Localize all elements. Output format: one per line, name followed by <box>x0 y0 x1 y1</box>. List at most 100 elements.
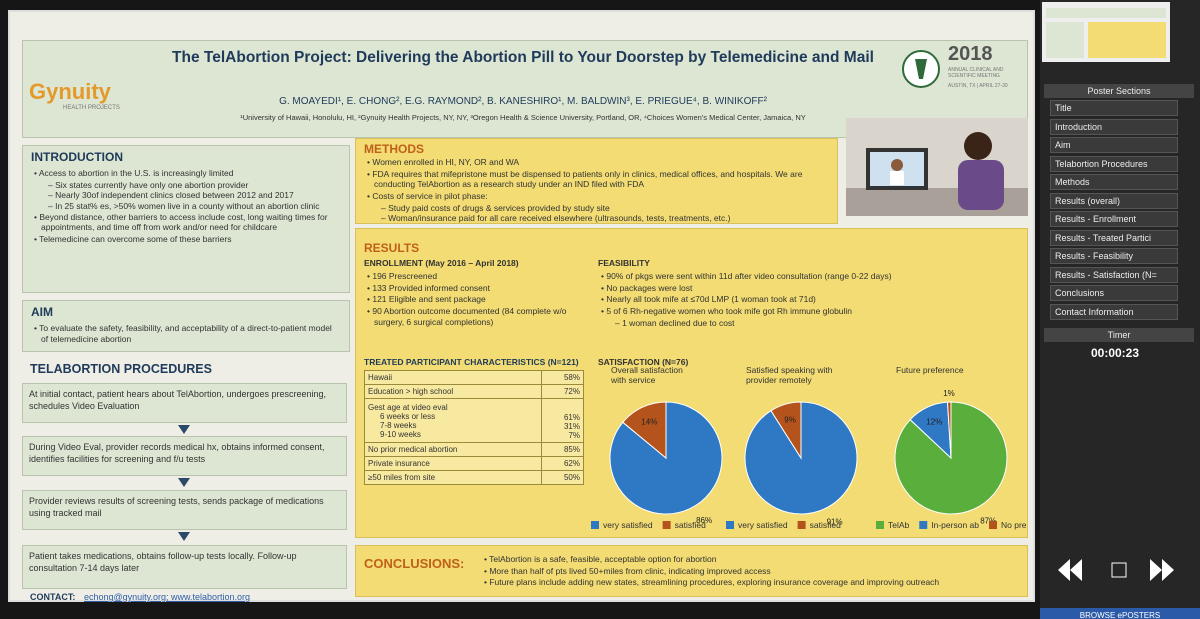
row-value: 62% <box>540 456 585 471</box>
sub-bullet: – Six states currently have only one abo… <box>48 179 249 190</box>
browse-button[interactable]: BROWSE ePOSTERS <box>1040 608 1200 619</box>
title-line: Satisfied speaking with <box>746 365 833 375</box>
row-value: 7% <box>568 431 580 440</box>
arrow <box>178 532 190 541</box>
row-label: 6 weeks or less <box>380 411 436 421</box>
row-label: Education > high school <box>364 384 542 399</box>
procedure-step: Patient takes medications, obtains follo… <box>22 545 347 589</box>
section-button[interactable]: Title <box>1050 100 1178 116</box>
bullet-list: • Women enrolled in HI, NY, OR and WA • F… <box>364 157 829 224</box>
row-label: 7-8 weeks <box>380 420 417 430</box>
legend-swatch <box>989 521 997 529</box>
table-row: Education > high school 72% <box>364 384 585 399</box>
bullet: • 121 Eligible and sent package <box>367 294 486 305</box>
value-label: 12% <box>926 418 942 427</box>
sub-bullet: – In 25 stat% es, >50% women live in a c… <box>48 200 320 211</box>
row-label: No prior medical abortion <box>364 442 542 457</box>
photo <box>846 118 1028 216</box>
section-heading: TELABORTION PROCEDURES <box>30 362 212 376</box>
contact-links[interactable]: echong@gynuity.org; www.telabortion.org <box>84 592 251 602</box>
bullet: • No packages were lost <box>601 282 693 293</box>
bullet-list: • TelAbortion is a safe, feasible, accep… <box>481 554 1021 589</box>
bullet: • Future plans include adding new states… <box>484 577 940 588</box>
bullet: • Access to abortion in the U.S. is incr… <box>34 168 234 178</box>
row-value: 58% <box>540 370 585 385</box>
row-value: 61% <box>563 413 580 422</box>
section-button[interactable]: Results - Treated Partici <box>1050 229 1178 246</box>
section-button[interactable]: Results (overall) <box>1050 192 1178 209</box>
value-label: 14% <box>641 418 657 427</box>
section-button[interactable]: Introduction <box>1050 118 1178 135</box>
bullet: • TelAbortion is a safe, feasible, accep… <box>484 554 717 564</box>
title-line: with service <box>610 375 656 385</box>
value-label: 86% <box>696 516 712 525</box>
table-row: No prior medical abortion 85% <box>364 442 585 457</box>
legend-swatch <box>662 521 671 529</box>
bullet: • 5 of 6 Rh-negative women who took mife… <box>601 305 853 316</box>
pie-slice <box>744 401 858 515</box>
legend-swatch <box>797 521 806 529</box>
section-heading: CONCLUSIONS: <box>364 556 465 571</box>
timer: 00:00:23 <box>1090 346 1140 360</box>
bullet-list: • 90% of pkgs were sent within 11d after… <box>598 271 1018 328</box>
table-row: Gest age at video eval 6 weeks or less 7-8… <box>364 398 585 443</box>
table-row: Hawaii 58% <box>364 370 585 385</box>
section-button[interactable]: Contact Information <box>1050 303 1178 320</box>
bullet: • Women enrolled in HI, NY, OR and WA <box>367 157 520 167</box>
section-button[interactable]: Conclusions <box>1050 285 1178 301</box>
meeting-seal <box>902 50 940 88</box>
title-band: Gynuity HEALTH PROJECTS The TelAbortion … <box>22 40 1028 138</box>
section-button[interactable]: Results - Enrollment <box>1050 211 1178 227</box>
chart-title: Satisfied speaking with provider remotely <box>746 365 833 385</box>
pie-slice <box>946 401 952 459</box>
row-value: 50% <box>540 470 585 485</box>
legend-label: In-person ab <box>931 520 979 530</box>
sections-heading: Poster Sections <box>1044 84 1194 98</box>
table-cell: Gest age at video eval 6 weeks or less 7-8… <box>364 398 542 443</box>
chart-title: Overall satisfaction with service <box>610 365 683 385</box>
bullet: • More than half of pts lived 50+miles f… <box>484 565 771 576</box>
aim-box: AIM • To evaluate the safety, feasibilit… <box>22 300 350 352</box>
nav-controls[interactable] <box>1050 555 1190 585</box>
row-label: Private insurance <box>364 456 542 471</box>
subheading: TREATED PARTICIPANT CHARACTERISTICS (N=1… <box>364 357 579 367</box>
legend-label: TelAb <box>888 520 910 530</box>
characteristics-table: Hawaii 58% Education > high school 72% Gest … <box>364 370 585 485</box>
bullet: • 196 Prescreened <box>367 271 438 281</box>
section-button[interactable]: Aim <box>1050 137 1178 153</box>
pie-slice <box>622 401 667 460</box>
row-value: 72% <box>540 384 585 399</box>
logo-subtitle: HEALTH PROJECTS <box>63 105 120 111</box>
sub-bullet: – 1 woman declined due to cost <box>615 317 735 328</box>
value-label: 91% <box>827 518 843 527</box>
title-line: Overall satisfaction <box>611 365 683 375</box>
timer-label: Timer <box>1044 328 1194 342</box>
legend-swatch <box>726 521 734 529</box>
section-button[interactable]: Telabortion Procedures <box>1050 155 1178 172</box>
section-button[interactable]: Methods <box>1050 174 1178 190</box>
bullet: • 133 Provided informed consent <box>367 282 490 293</box>
section-heading: METHODS <box>364 142 424 156</box>
procedure-step: During Video Eval, provider records medi… <box>22 436 347 476</box>
section-heading: RESULTS <box>364 241 420 255</box>
row-value: 31% <box>563 422 580 431</box>
value-label: 87% <box>980 516 996 525</box>
bullet-list: • To evaluate the safety, feasibility, a… <box>31 323 341 345</box>
section-button[interactable]: Results - Satisfaction (N= <box>1050 266 1178 283</box>
section-heading: INTRODUCTION <box>31 150 123 164</box>
legend-label: very satisfied <box>603 520 653 530</box>
legend-swatch <box>591 521 599 529</box>
introduction-box: INTRODUCTION • Access to abortion in the… <box>22 145 350 293</box>
legend-label: satisfied <box>675 520 706 530</box>
subheading: FEASIBILITY <box>598 258 650 268</box>
meeting-place: AUSTIN, TX | APRIL 27-30 <box>948 83 1008 89</box>
legend-swatch <box>919 521 928 529</box>
legend-label: No pref <box>1001 520 1026 530</box>
section-button[interactable]: Results - Feasibility <box>1050 248 1178 264</box>
poster-thumbnail[interactable] <box>1042 2 1170 62</box>
meeting-name: ANNUAL CLINICAL AND SCIENTIFIC MEETING <box>948 67 1004 79</box>
bullet: • FDA requires that mifepristone must be… <box>367 168 803 190</box>
conclusions-box: CONCLUSIONS: • TelAbortion is a safe, fe… <box>355 545 1028 597</box>
subheading: ENROLLMENT (May 2016 – April 2018) <box>364 258 519 268</box>
results-box: RESULTS ENROLLMENT (May 2016 – April 201… <box>355 228 1028 538</box>
